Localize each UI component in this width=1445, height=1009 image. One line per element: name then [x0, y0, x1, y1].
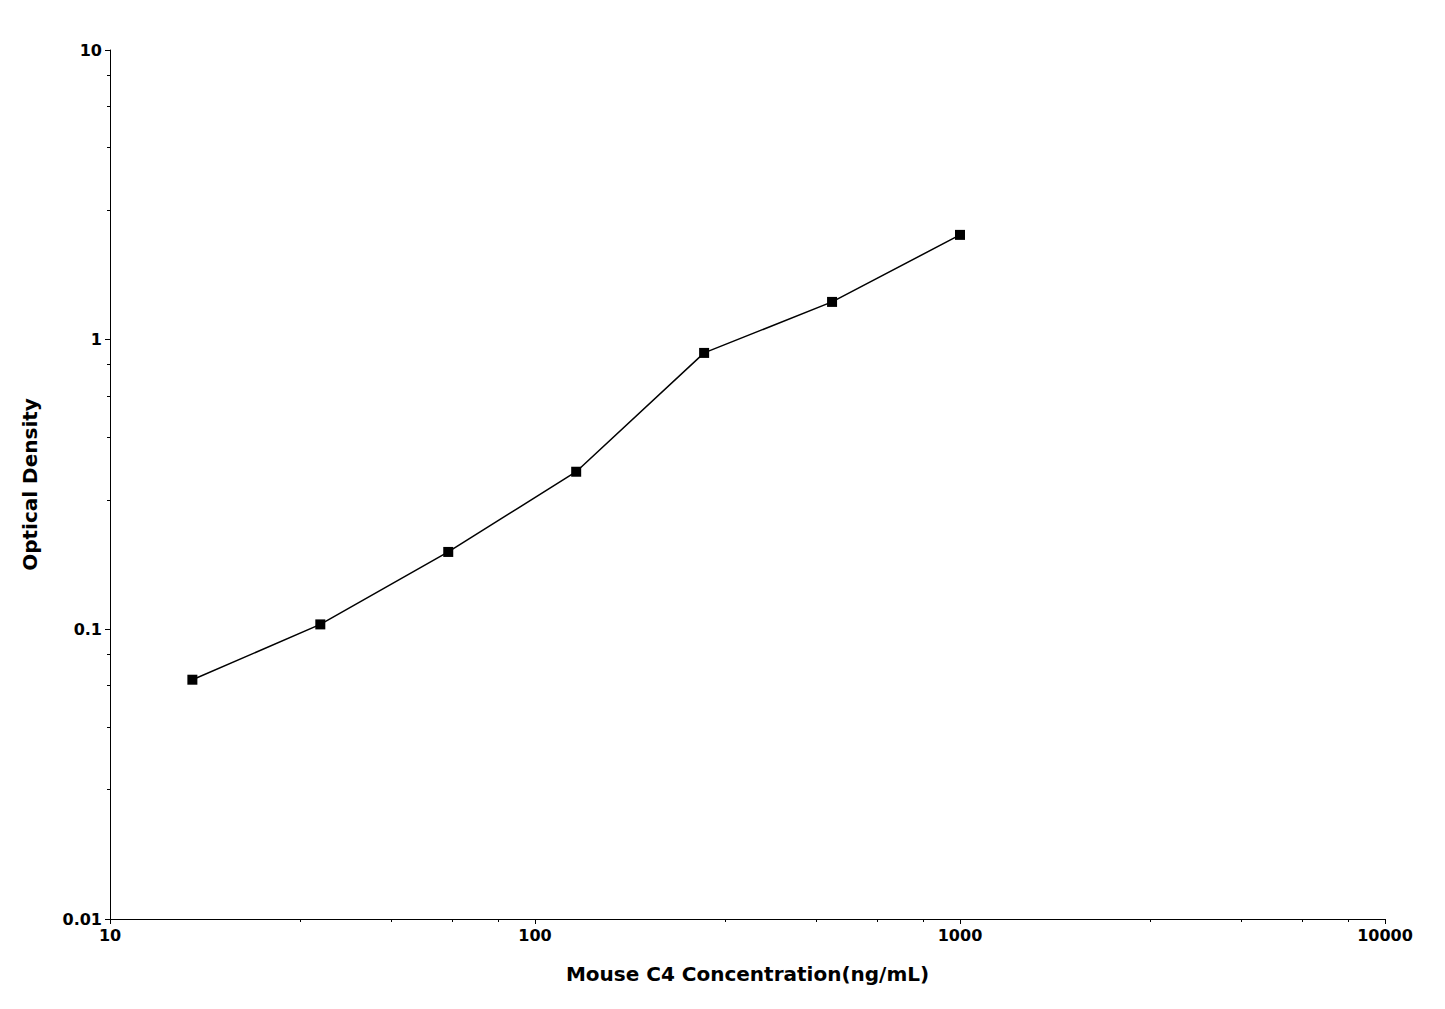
svg-text:1: 1 — [91, 330, 102, 349]
svg-text:Optical Density: Optical Density — [18, 398, 42, 571]
svg-text:0.1: 0.1 — [74, 620, 102, 639]
svg-text:Mouse C4 Concentration(ng/mL): Mouse C4 Concentration(ng/mL) — [566, 962, 929, 986]
svg-text:0.01: 0.01 — [63, 910, 102, 929]
svg-text:10: 10 — [80, 41, 102, 60]
svg-text:10000: 10000 — [1357, 926, 1413, 945]
svg-text:1000: 1000 — [938, 926, 983, 945]
svg-text:10: 10 — [99, 926, 121, 945]
svg-text:100: 100 — [518, 926, 551, 945]
